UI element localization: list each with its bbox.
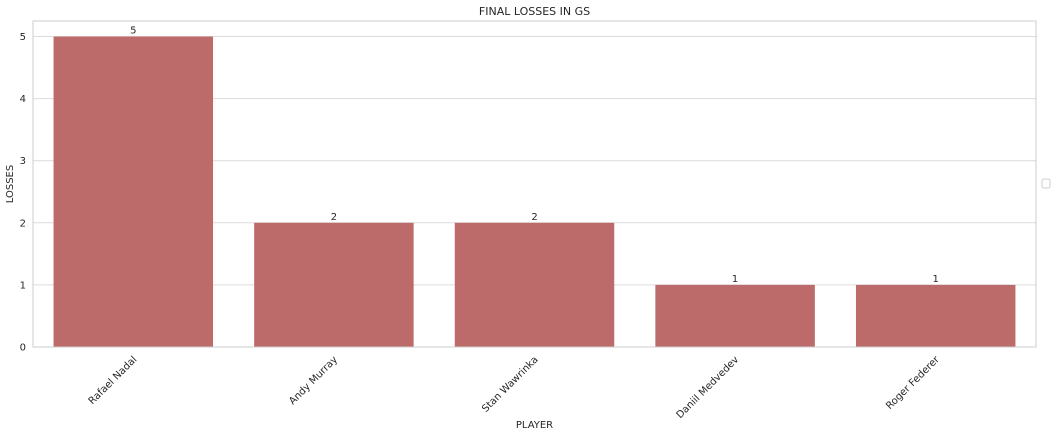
x-tick-label: Andy Murray <box>287 354 340 407</box>
data-label: 2 <box>531 212 537 223</box>
x-tick-label: Roger Federer <box>884 354 942 412</box>
data-label: 5 <box>130 26 136 37</box>
plot-frame <box>32 20 1037 348</box>
data-label: 2 <box>331 212 337 223</box>
bar <box>53 36 214 348</box>
x-tick-label: Rafael Nadal <box>87 354 140 407</box>
data-label: 1 <box>933 274 939 285</box>
x-tick-label: Stan Wawrinka <box>480 354 540 414</box>
x-axis-label: PLAYER <box>516 420 553 431</box>
bars <box>53 36 1016 348</box>
legend-box <box>1041 178 1051 189</box>
y-tick-labels: 0 1 2 3 4 5 <box>20 32 26 353</box>
data-label: 1 <box>732 274 738 285</box>
y-tick-label: 1 <box>20 280 26 291</box>
x-tick-label: Daniil Medvedev <box>675 354 742 421</box>
bar <box>655 284 815 347</box>
y-tick-label: 2 <box>20 218 26 229</box>
chart-title: FINAL LOSSES IN GS <box>479 5 590 18</box>
y-tick-label: 3 <box>20 156 26 167</box>
x-tick-labels: Rafael Nadal Andy Murray Stan Wawrinka Dani… <box>87 354 943 421</box>
y-axis-label: LOSSES <box>5 165 16 203</box>
bar <box>454 222 615 347</box>
bar <box>855 284 1016 347</box>
bar <box>254 222 414 347</box>
y-tick-label: 5 <box>20 32 26 43</box>
y-tick-label: 4 <box>20 94 26 105</box>
data-labels: 5 2 2 1 1 <box>130 26 939 285</box>
y-tick-label: 0 <box>20 343 26 354</box>
